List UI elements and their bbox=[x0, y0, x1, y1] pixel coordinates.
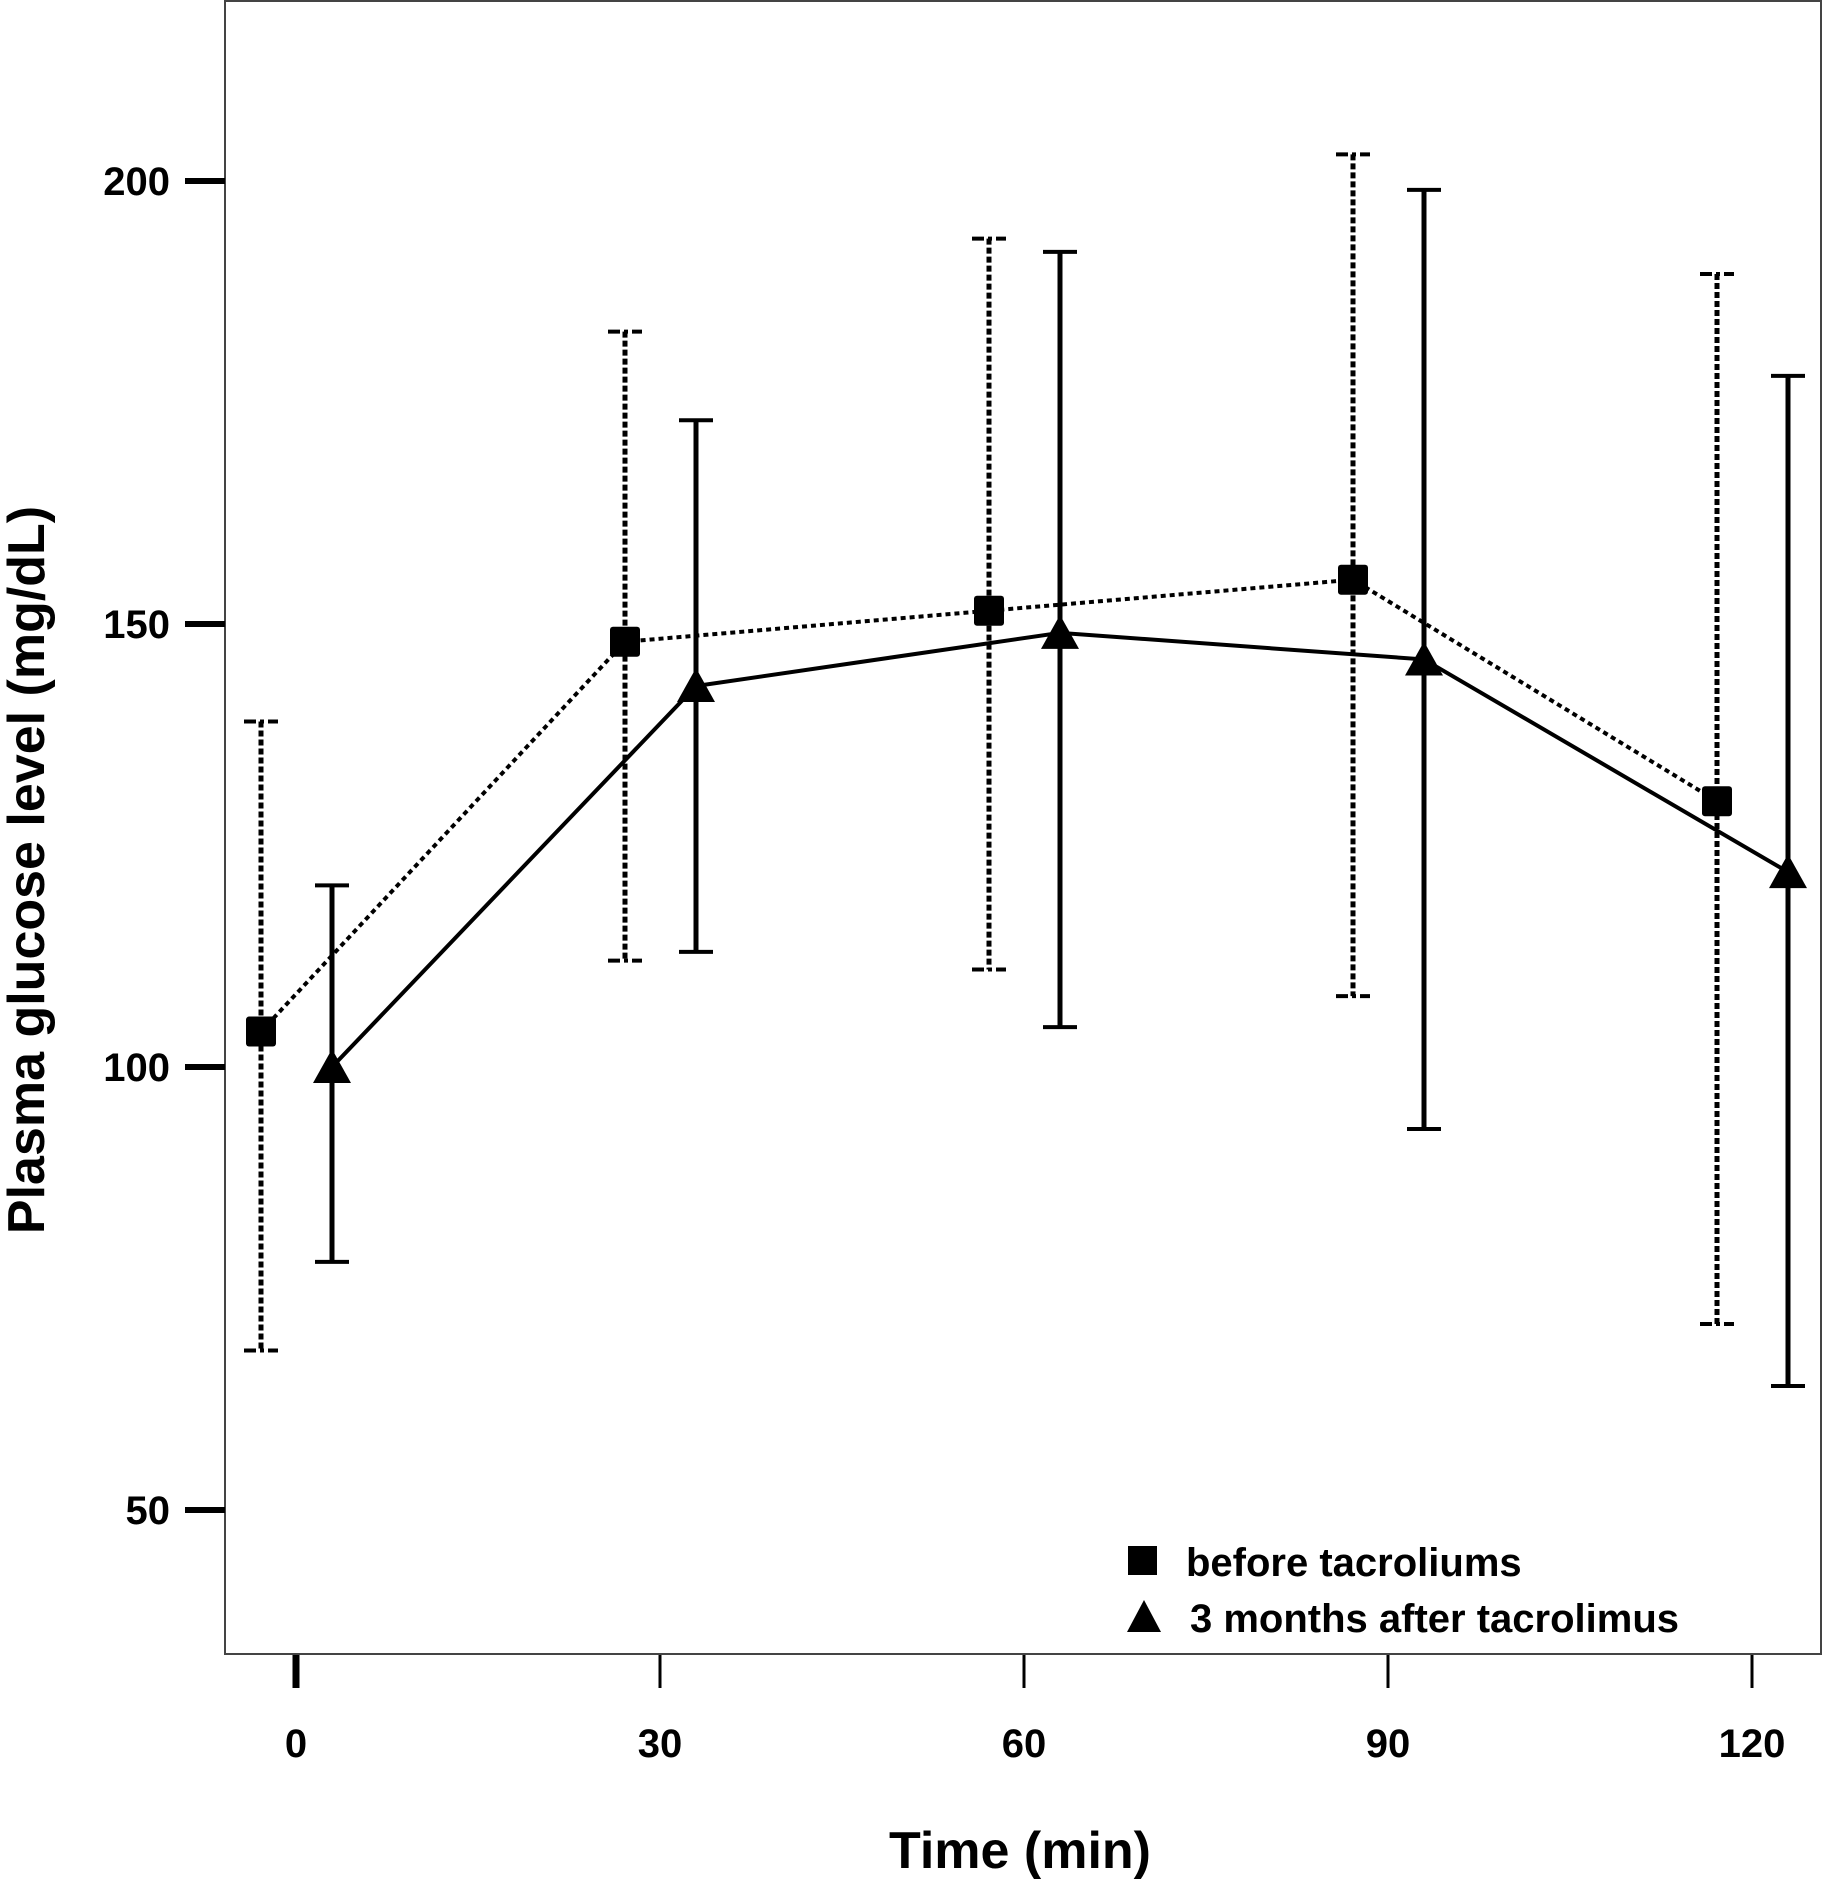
x-tick-label: 90 bbox=[1366, 1722, 1411, 1766]
x-tick-label: 60 bbox=[1002, 1722, 1047, 1766]
data-point-square bbox=[1338, 564, 1368, 595]
y-tick-label: 100 bbox=[103, 1046, 170, 1090]
x-axis-label: Time (min) bbox=[889, 1822, 1151, 1880]
x-axis: 0 30 60 90 120 bbox=[285, 1655, 1786, 1766]
legend-label-after: 3 months after tacrolimus bbox=[1190, 1597, 1679, 1641]
data-point-triangle bbox=[313, 1049, 351, 1083]
y-tick-label: 50 bbox=[126, 1489, 171, 1533]
data-point-square bbox=[974, 595, 1004, 626]
series-layer bbox=[244, 152, 1807, 1388]
data-point-triangle bbox=[677, 668, 715, 703]
y-tick-label: 200 bbox=[103, 160, 170, 204]
x-tick-label: 0 bbox=[285, 1722, 307, 1766]
legend: before tacroliums 3 months after tacroli… bbox=[1127, 1541, 1679, 1641]
data-point-square bbox=[610, 626, 640, 657]
data-point-triangle bbox=[1405, 641, 1443, 676]
y-axis: 50 100 150 200 bbox=[103, 160, 225, 1533]
series-after-tacrolimus bbox=[313, 187, 1807, 1388]
series-before-tacroliums bbox=[244, 152, 1734, 1353]
legend-square-marker bbox=[1128, 1546, 1157, 1575]
plot-frame bbox=[224, 0, 1822, 1655]
series-line bbox=[259, 577, 1719, 1033]
data-point-triangle bbox=[1041, 614, 1079, 649]
legend-triangle-marker bbox=[1127, 1600, 1161, 1632]
x-tick-label: 30 bbox=[638, 1722, 683, 1766]
x-tick-label: 120 bbox=[1719, 1722, 1786, 1766]
y-axis-label: Plasma glucose level (mg/dL) bbox=[0, 506, 56, 1234]
data-point-triangle bbox=[1769, 854, 1807, 889]
data-point-square bbox=[1702, 786, 1732, 817]
y-tick-label: 150 bbox=[103, 603, 170, 647]
data-point-square bbox=[246, 1016, 276, 1047]
legend-label-before: before tacroliums bbox=[1186, 1541, 1522, 1585]
